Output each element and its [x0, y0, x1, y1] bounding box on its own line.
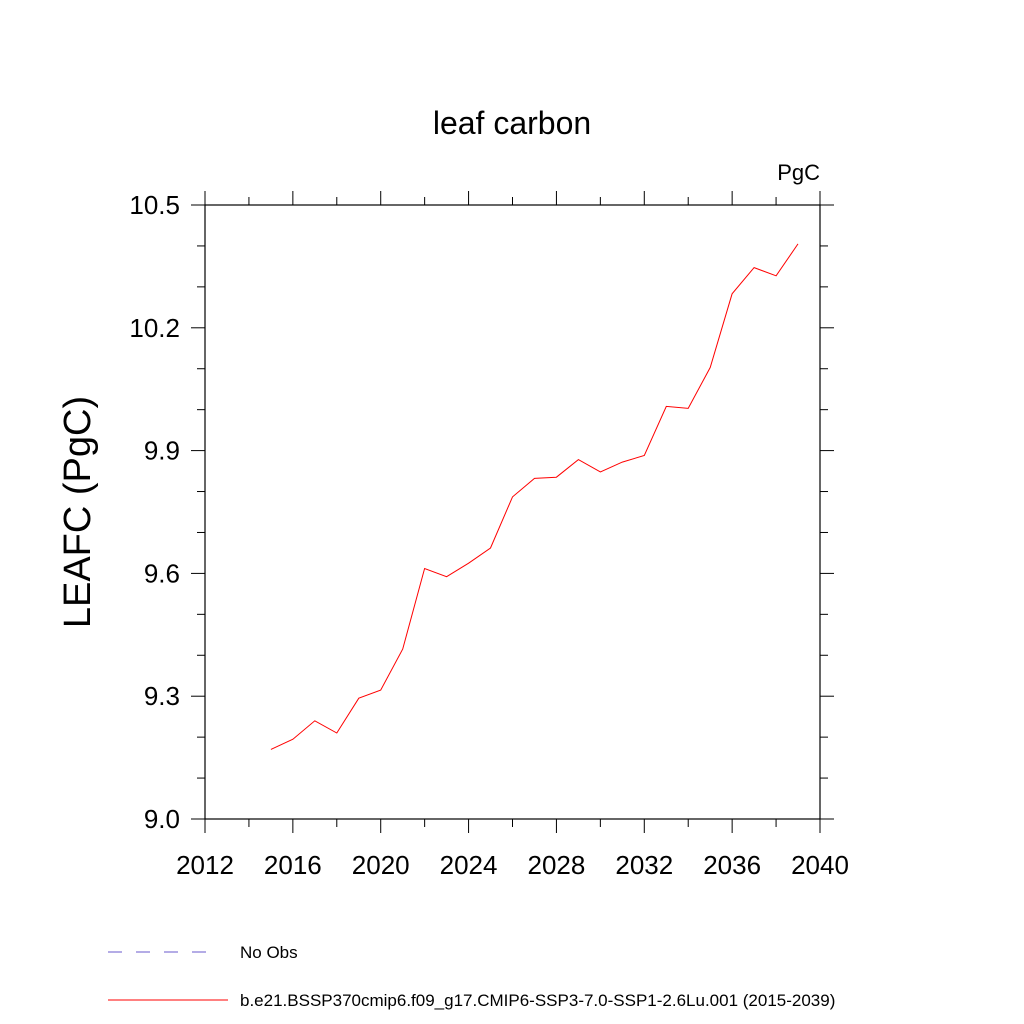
legend: No Obs b.e21.BSSP370cmip6.f09_g17.CMIP6-…	[108, 943, 835, 1010]
x-tick-label: 2036	[703, 850, 761, 880]
y-tick-label: 9.6	[144, 558, 180, 588]
x-tick-label: 2012	[176, 850, 234, 880]
x-tick-label: 2020	[352, 850, 410, 880]
y-tick-label: 9.3	[144, 681, 180, 711]
x-tick-label: 2024	[440, 850, 498, 880]
legend-label-model-run: b.e21.BSSP370cmip6.f09_g17.CMIP6-SSP3-7.…	[240, 991, 835, 1010]
x-tick-label: 2032	[615, 850, 673, 880]
x-tick-label: 2028	[528, 850, 586, 880]
y-tick-label: 10.5	[129, 190, 180, 220]
y-tick-label: 10.2	[129, 313, 180, 343]
series-line	[270, 243, 799, 750]
x-tick-label: 2016	[264, 850, 322, 880]
axis-ticks	[191, 191, 834, 833]
units-label: PgC	[777, 160, 820, 185]
legend-label-no-obs: No Obs	[240, 943, 298, 962]
y-axis-label: LEAFC (PgC)	[57, 396, 99, 628]
plot-frame	[204, 204, 821, 820]
x-tick-label: 2040	[791, 850, 849, 880]
chart-title: leaf carbon	[433, 105, 591, 141]
series-layer	[270, 243, 799, 750]
y-tick-label: 9.9	[144, 436, 180, 466]
y-tick-label: 9.0	[144, 804, 180, 834]
tick-labels: 2012 2016 2020 2024 2028 2032 2036 2040 9.0 9.3 9.…	[129, 190, 849, 880]
